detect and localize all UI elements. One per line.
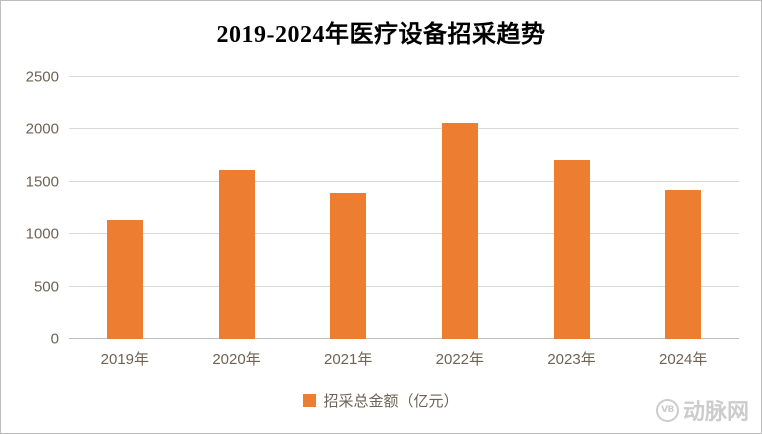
plot-area <box>69 76 739 339</box>
bar-slot <box>627 77 739 339</box>
x-tick-label: 2019年 <box>100 351 150 368</box>
gridline <box>69 76 739 77</box>
y-tick-label: 1000 <box>25 225 59 243</box>
bar-slot <box>404 77 516 339</box>
gridline <box>69 285 739 287</box>
bar-slot <box>181 77 293 339</box>
vb-logo-icon: VB <box>655 398 679 422</box>
bars-container <box>69 77 739 339</box>
bar-slot <box>292 77 404 339</box>
watermark-text: 动脉网 <box>682 400 749 425</box>
gridline <box>69 128 739 130</box>
x-axis: 2019年 2020年 2021年 2022年 2023年 2024年 <box>69 348 739 369</box>
y-tick-label: 2500 <box>25 68 59 86</box>
x-axis-line <box>69 338 739 339</box>
chart-title: 2019-2024年医疗设备招采趋势 <box>216 22 546 48</box>
y-tick-label: 2000 <box>25 120 59 138</box>
bar-slot <box>516 77 628 339</box>
bar-2019年 <box>106 219 143 339</box>
bar-2023年 <box>553 159 590 339</box>
y-tick-label: 0 <box>50 330 59 348</box>
legend-swatch-icon <box>303 394 317 407</box>
gridline <box>69 180 739 182</box>
bar-2021年 <box>330 193 367 339</box>
bar-slot <box>69 77 181 339</box>
legend-label: 招采总金额（亿元） <box>323 393 459 410</box>
y-tick-label: 500 <box>33 278 59 296</box>
x-tick-label: 2024年 <box>659 351 708 368</box>
bar-2024年 <box>665 190 702 339</box>
bar-2020年 <box>218 170 255 339</box>
x-tick-label: 2020年 <box>212 351 261 368</box>
bar-2022年 <box>441 123 478 339</box>
watermark: VB 动脉网 <box>655 394 749 426</box>
y-axis: 0 500 1000 1500 2000 2500 <box>1 70 59 347</box>
y-tick-label: 1500 <box>25 173 59 191</box>
gridline <box>69 233 739 235</box>
x-tick-label: 2022年 <box>435 351 485 368</box>
legend: 招采总金额（亿元） <box>1 390 761 411</box>
x-tick-label: 2023年 <box>547 351 596 368</box>
x-tick-label: 2021年 <box>323 351 373 368</box>
